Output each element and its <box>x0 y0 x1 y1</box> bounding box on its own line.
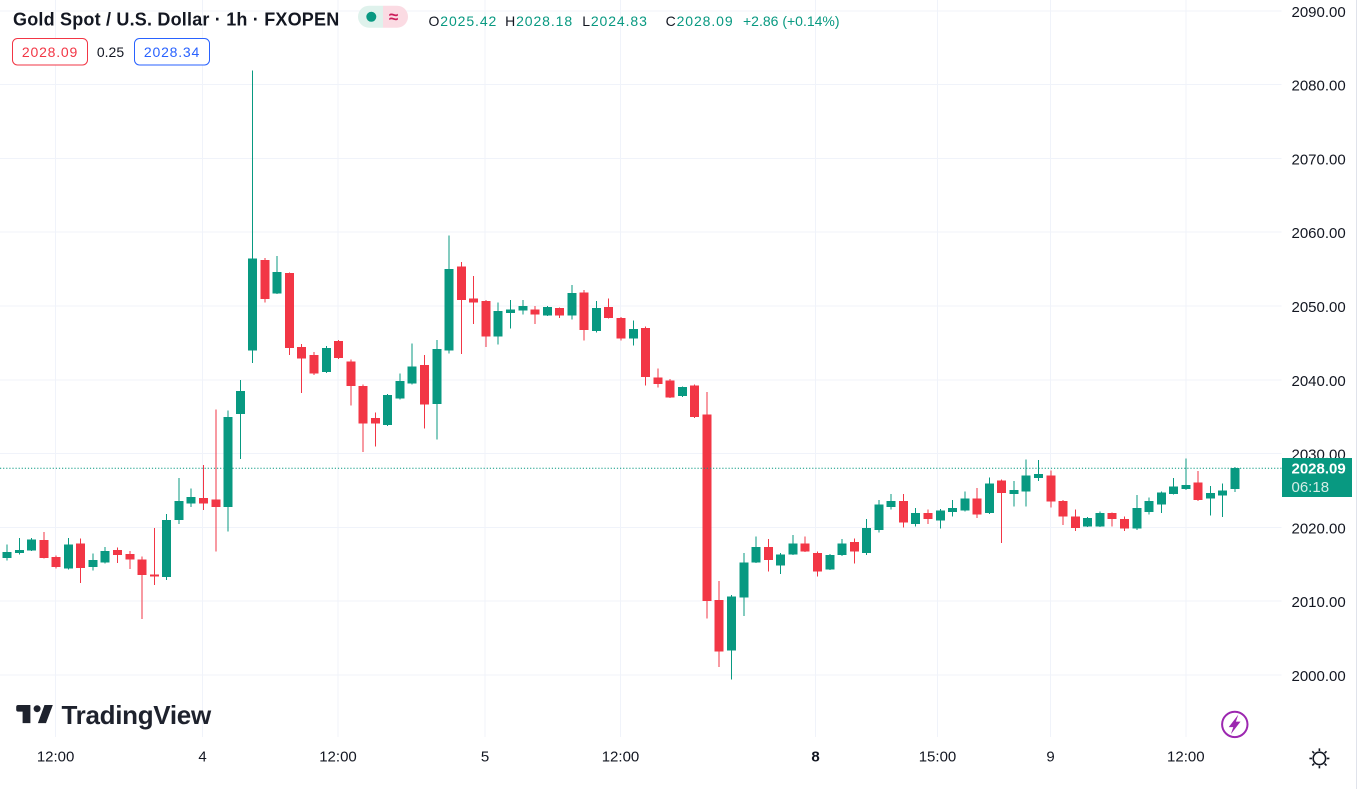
svg-text:Gold Spot / U.S. Dollar · 1h ·: Gold Spot / U.S. Dollar · 1h · FXOPEN <box>13 10 339 30</box>
svg-text:2050.00: 2050.00 <box>1292 299 1346 316</box>
svg-text:8: 8 <box>811 749 819 766</box>
svg-text:≈: ≈ <box>389 8 398 27</box>
svg-text:2010.00: 2010.00 <box>1292 594 1346 611</box>
svg-text:TradingView: TradingView <box>62 700 212 730</box>
svg-text:C2028.09: C2028.09 <box>666 13 734 29</box>
svg-text:12:00: 12:00 <box>37 749 75 766</box>
svg-text:2000.00: 2000.00 <box>1292 668 1346 685</box>
svg-text:12:00: 12:00 <box>319 749 357 766</box>
svg-text:06:18: 06:18 <box>1292 479 1330 496</box>
svg-text:2028.34: 2028.34 <box>144 44 200 60</box>
svg-text:0.25: 0.25 <box>97 44 124 60</box>
svg-text:+2.86 (+0.14%): +2.86 (+0.14%) <box>743 13 840 29</box>
svg-text:O2025.42: O2025.42 <box>429 13 498 29</box>
svg-text:15:00: 15:00 <box>919 749 957 766</box>
svg-text:4: 4 <box>198 749 206 766</box>
svg-text:9: 9 <box>1046 749 1054 766</box>
svg-text:2060.00: 2060.00 <box>1292 225 1346 242</box>
svg-text:5: 5 <box>481 749 489 766</box>
svg-text:2090.00: 2090.00 <box>1292 4 1346 21</box>
svg-text:2080.00: 2080.00 <box>1292 78 1346 95</box>
svg-text:2028.09: 2028.09 <box>1292 460 1346 477</box>
svg-text:H2028.18: H2028.18 <box>505 13 573 29</box>
svg-text:12:00: 12:00 <box>1167 749 1205 766</box>
svg-text:2070.00: 2070.00 <box>1292 151 1346 168</box>
svg-text:12:00: 12:00 <box>602 749 640 766</box>
svg-text:2028.09: 2028.09 <box>22 44 78 60</box>
svg-text:L2024.83: L2024.83 <box>582 13 648 29</box>
svg-text:2020.00: 2020.00 <box>1292 520 1346 537</box>
svg-text:2040.00: 2040.00 <box>1292 373 1346 390</box>
